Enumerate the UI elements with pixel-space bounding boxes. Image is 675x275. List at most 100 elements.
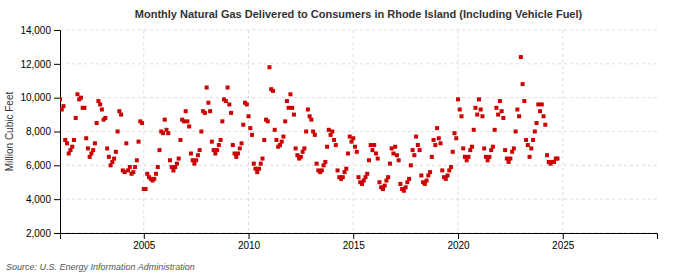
tick: 14,000	[20, 25, 60, 36]
point	[241, 123, 245, 127]
tick-label: 8,000	[26, 126, 51, 137]
point	[428, 170, 432, 174]
point	[522, 99, 526, 103]
point	[515, 108, 519, 112]
point	[91, 148, 95, 152]
point	[210, 140, 214, 144]
point	[294, 146, 298, 150]
point	[475, 113, 479, 117]
tick-mark	[54, 132, 60, 133]
point	[61, 104, 65, 108]
point	[112, 157, 116, 161]
point	[500, 109, 504, 113]
point	[93, 141, 97, 145]
point	[116, 130, 120, 134]
point	[271, 89, 275, 93]
point	[529, 146, 533, 150]
tick-mark	[54, 98, 60, 99]
point	[477, 97, 481, 101]
point	[482, 146, 486, 150]
point	[498, 99, 502, 103]
axis-line	[54, 31, 61, 234]
point	[75, 92, 79, 96]
tick-label: 2025	[552, 240, 575, 251]
grid-line	[60, 131, 657, 132]
grid-line	[60, 165, 657, 166]
tick: 2010	[238, 233, 261, 251]
point	[487, 155, 491, 159]
point	[491, 145, 495, 149]
point	[409, 163, 413, 167]
point	[236, 151, 240, 155]
point	[397, 158, 401, 162]
point	[267, 65, 271, 69]
point	[260, 157, 264, 161]
point	[536, 102, 540, 106]
point	[376, 157, 380, 161]
point	[369, 143, 373, 147]
grid-line	[60, 63, 657, 64]
tick-label: 6,000	[26, 160, 51, 171]
grid-line	[143, 30, 144, 233]
point	[521, 82, 525, 86]
point	[540, 102, 544, 106]
point	[220, 119, 224, 123]
point	[266, 119, 270, 123]
point	[327, 128, 331, 132]
point	[501, 116, 505, 120]
axis-line	[61, 234, 658, 240]
point	[437, 136, 441, 140]
tick-label: 2015	[343, 240, 366, 251]
point	[383, 184, 387, 188]
point	[248, 126, 252, 130]
point	[135, 158, 139, 162]
point	[480, 114, 484, 118]
point	[496, 113, 500, 117]
point	[451, 150, 455, 154]
point	[199, 130, 203, 134]
y-axis-title: Million Cubic Feet	[4, 92, 15, 172]
tick-mark	[54, 64, 60, 65]
point	[119, 113, 123, 117]
point	[320, 168, 324, 172]
point	[189, 151, 193, 155]
tick: 2,000	[26, 228, 60, 239]
point	[391, 151, 395, 155]
point	[194, 158, 198, 162]
tick-mark	[54, 30, 60, 31]
x-axis: 20052010201520202025	[61, 233, 658, 251]
tick: 2020	[447, 233, 470, 251]
grid-line	[60, 199, 657, 200]
point	[374, 151, 378, 155]
point	[395, 153, 399, 157]
tick: 2015	[343, 233, 366, 251]
tick-mark	[54, 233, 60, 234]
tick: 10,000	[20, 92, 60, 103]
point	[355, 150, 359, 154]
point	[346, 151, 350, 155]
point	[231, 143, 235, 147]
source: Source: U.S. Energy Information Administ…	[6, 262, 195, 272]
grid-line	[60, 97, 657, 98]
tick-label: 12,000	[20, 59, 51, 70]
point	[466, 155, 470, 159]
point	[323, 160, 327, 164]
point	[433, 143, 437, 147]
title: Monthly Natural Gas Delivered to Consume…	[135, 8, 583, 20]
point	[182, 119, 186, 123]
point	[175, 162, 179, 166]
points	[60, 55, 560, 193]
point	[407, 177, 411, 181]
point	[416, 143, 420, 147]
point	[247, 114, 251, 118]
tick-mark	[563, 233, 564, 239]
point	[65, 141, 69, 145]
point	[184, 109, 188, 113]
point	[79, 96, 83, 100]
point	[348, 135, 352, 139]
point	[290, 106, 294, 110]
point	[215, 148, 219, 152]
point	[470, 145, 474, 149]
point	[503, 148, 507, 152]
tick: 12,000	[20, 59, 60, 70]
